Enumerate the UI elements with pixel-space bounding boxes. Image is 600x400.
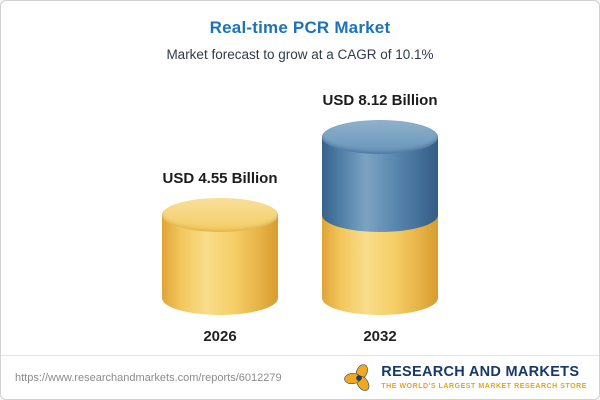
x-tick-2032: 2032 (363, 328, 397, 345)
bar-2026 (162, 198, 278, 315)
chart-title: Real-time PCR Market (209, 18, 391, 37)
bar-2032 (322, 120, 438, 315)
value-label-2026: USD 4.55 Billion (162, 170, 278, 187)
chart-subtitle: Market forecast to grow at a CAGR of 10.… (166, 47, 434, 62)
chart-area: USD 4.55 Billion 2026 USD 8.12 Billion 2… (1, 62, 599, 355)
bar-2026-top-ellipse (162, 198, 278, 232)
bar-2032-top-ellipse (322, 120, 438, 154)
footer: https://www.researchandmarkets.com/repor… (1, 355, 599, 399)
logo-text-block: RESEARCH AND MARKETS THE WORLD'S LARGEST… (381, 364, 587, 390)
bar-group-2032: USD 8.12 Billion 2032 (322, 92, 438, 345)
value-label-2032: USD 8.12 Billion (322, 92, 438, 109)
x-tick-2026: 2026 (203, 328, 237, 345)
research-and-markets-logo: RESEARCH AND MARKETS THE WORLD'S LARGEST… (344, 363, 587, 393)
logo-name: RESEARCH AND MARKETS (381, 364, 580, 381)
header: Real-time PCR Market Market forecast to … (1, 1, 599, 62)
report-url-link[interactable]: https://www.researchandmarkets.com/repor… (15, 371, 282, 384)
research-and-markets-logo-icon (344, 363, 370, 391)
bar-group-2026: USD 4.55 Billion 2026 (162, 170, 278, 345)
logo-tagline: THE WORLD'S LARGEST MARKET RESEARCH STOR… (381, 382, 587, 390)
